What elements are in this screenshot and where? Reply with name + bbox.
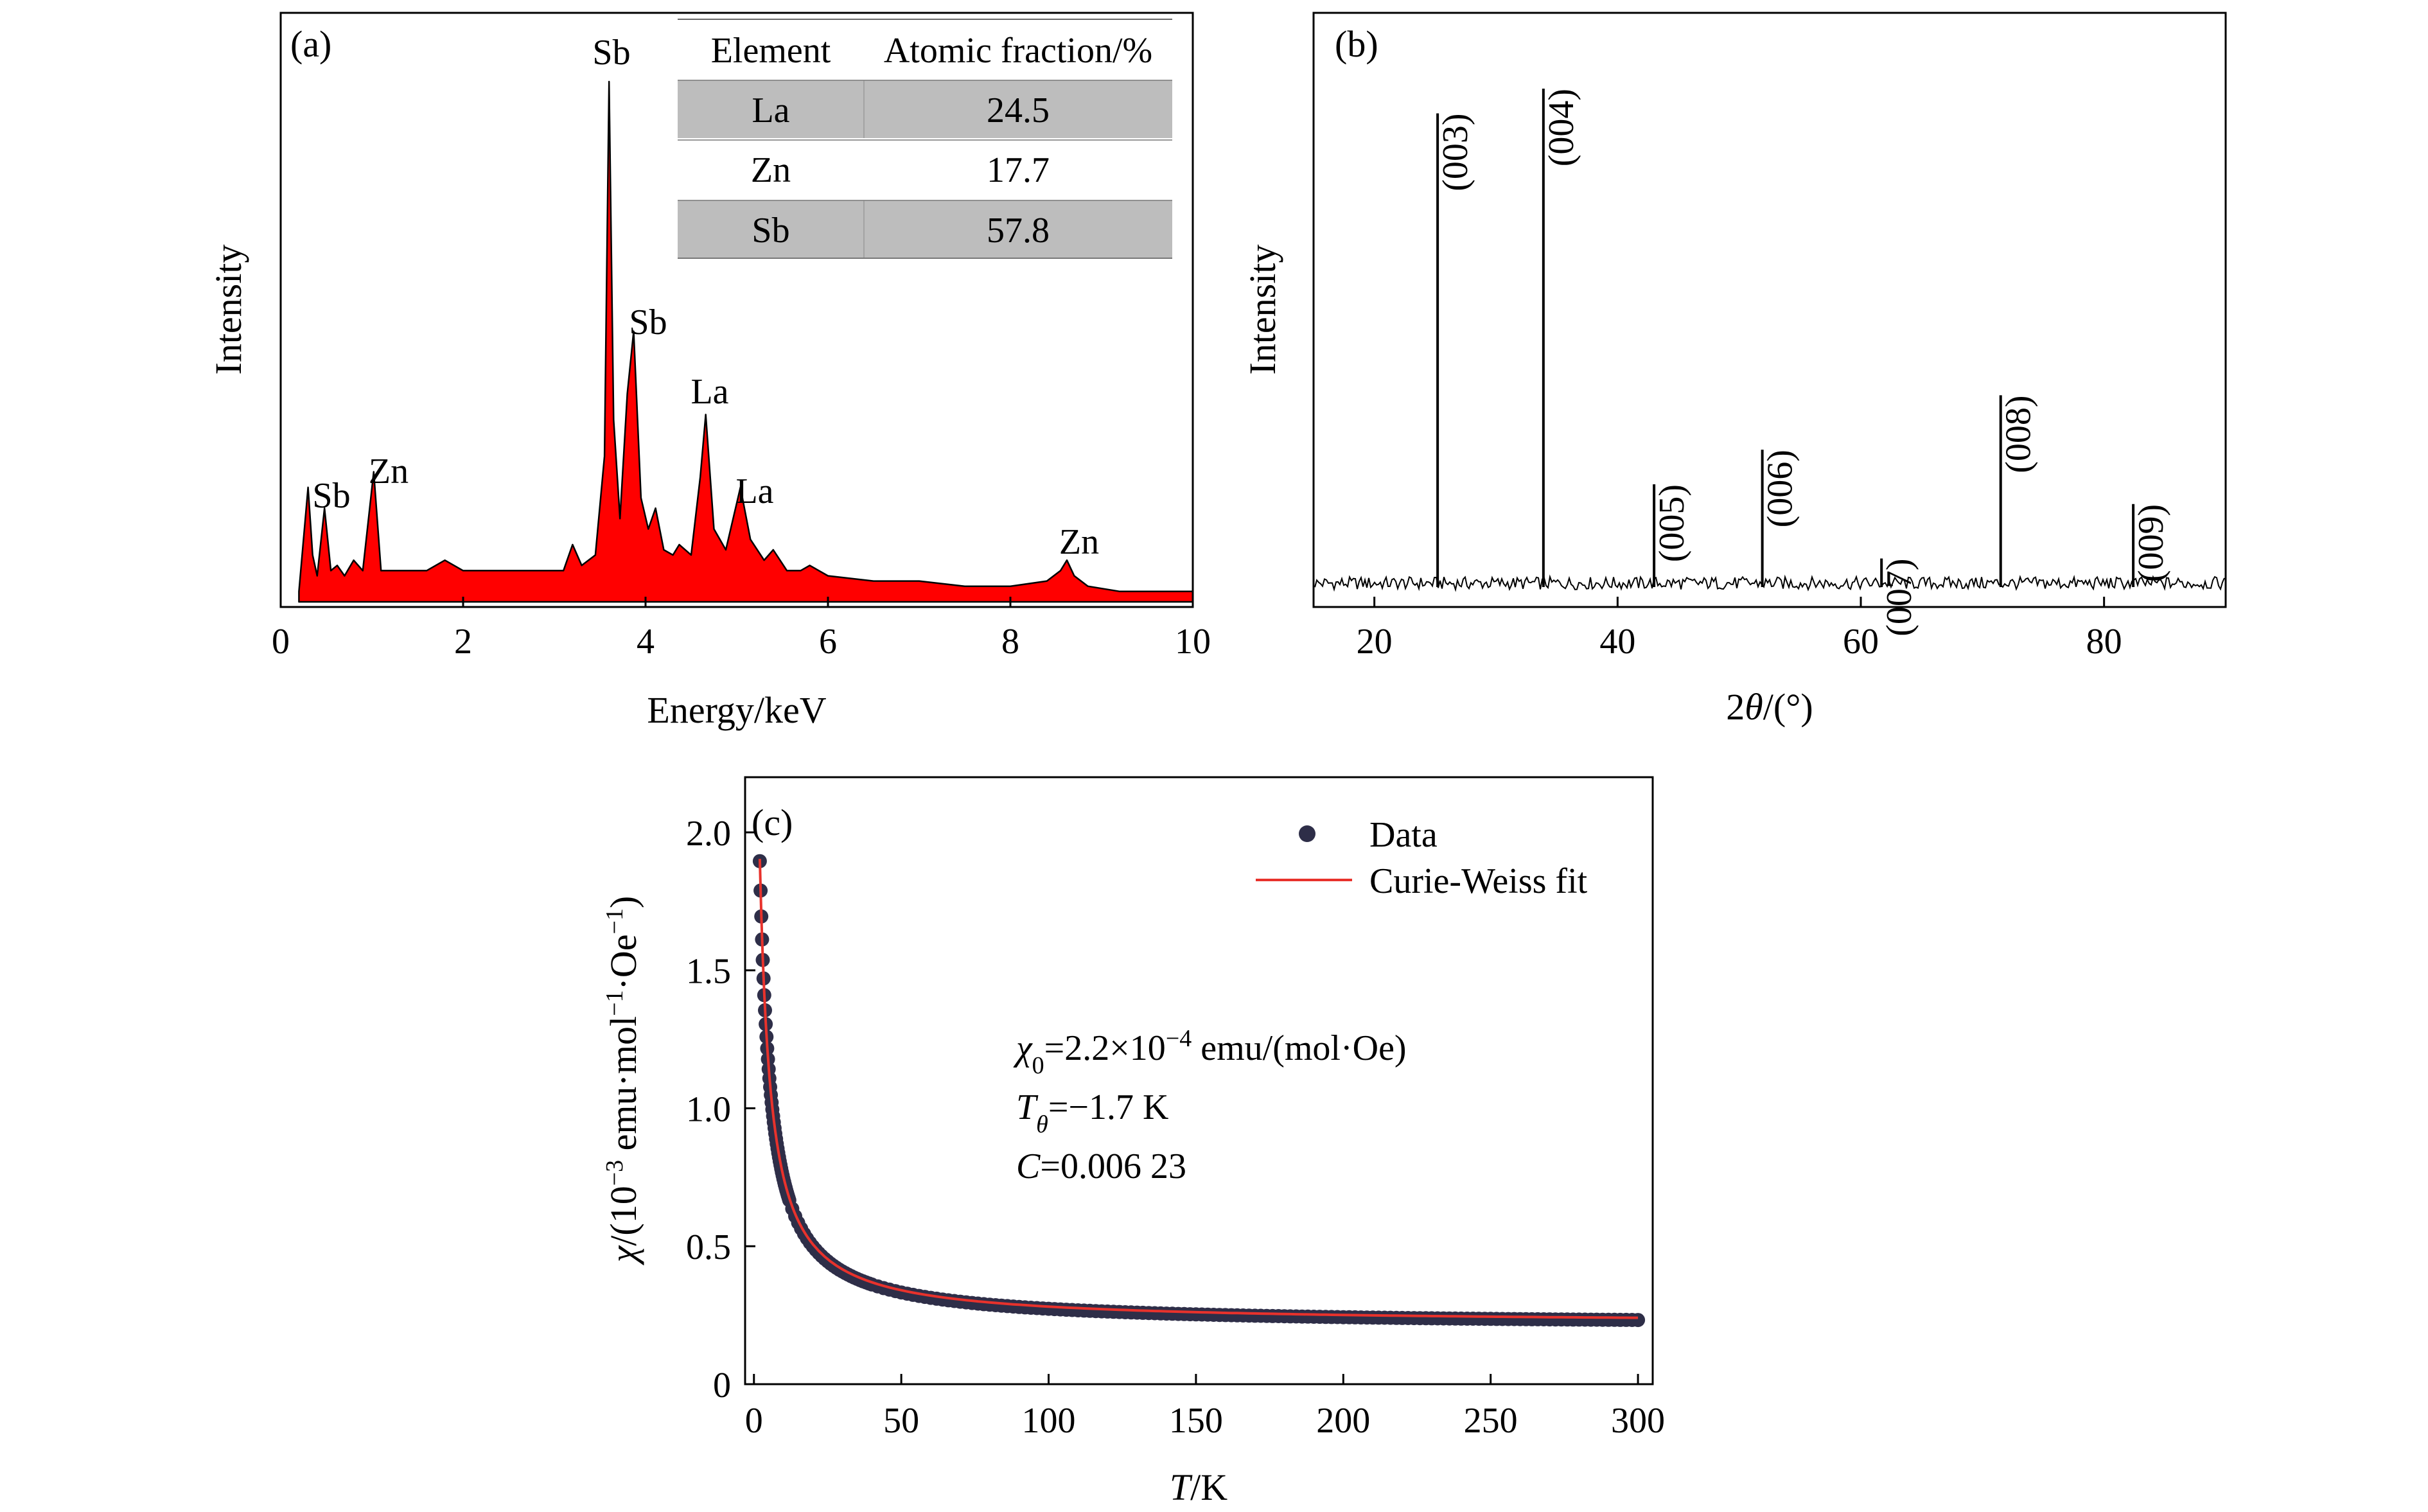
y-axis-title-part: emu·mol <box>603 1016 644 1160</box>
x-tick-label: 40 <box>1599 622 1635 662</box>
curie-weiss-fit-line <box>758 859 1639 1319</box>
y-tick-label: 0.5 <box>686 1227 731 1267</box>
fit-parameter-annotation-part: C <box>1016 1147 1041 1186</box>
x-tick-label: 150 <box>1169 1401 1223 1441</box>
x-tick-label: 20 <box>1357 622 1393 662</box>
peak-label: La <box>735 471 773 511</box>
peak-label: Zn <box>369 452 409 491</box>
fit-parameter-annotation-part: =2.2×10 <box>1044 1028 1166 1068</box>
table-cell: La <box>752 91 789 130</box>
fit-parameter-annotation-part: =−1.7 K <box>1048 1087 1169 1127</box>
peak-label: Sb <box>592 33 630 73</box>
fit-parameter-annotation-part: emu/(mol·Oe) <box>1192 1028 1406 1068</box>
x-tick-label: 0 <box>272 622 290 662</box>
table-cell: 17.7 <box>987 150 1050 190</box>
plot-frame <box>1312 12 2227 608</box>
spectrum-area <box>298 80 1194 603</box>
y-axis-title: Intensity <box>207 245 249 375</box>
x-axis-title-part: /(°) <box>1763 686 1813 728</box>
y-axis-title-part: ·Oe <box>603 935 644 990</box>
fit-parameter-annotation-part: T <box>1016 1087 1039 1127</box>
plot-frame <box>279 12 1194 608</box>
x-axis-title-part: T <box>1170 1466 1193 1508</box>
peak-label: (005) <box>1652 484 1692 562</box>
x-tick-label: 4 <box>637 622 655 662</box>
x-tick-label: 2 <box>454 622 472 662</box>
legend-data-marker <box>1299 825 1315 842</box>
peak-label: (007) <box>1879 559 1919 637</box>
table-cell: Zn <box>751 150 791 190</box>
plot-frame <box>744 776 1654 1385</box>
peak-label: La <box>691 372 728 412</box>
fit-parameter-annotation-part: θ <box>1036 1111 1048 1138</box>
y-tick-label: 0 <box>713 1366 731 1405</box>
peak-label: (009) <box>2131 504 2171 582</box>
x-axis-title: T/K <box>1170 1466 1227 1508</box>
table-cell: 57.8 <box>987 211 1050 251</box>
y-axis-title-part: −1 <box>601 908 628 934</box>
y-tick-label: 1.0 <box>686 1089 731 1129</box>
x-tick-label: 6 <box>819 622 837 662</box>
fit-parameter-annotation-part: =0.006 23 <box>1040 1147 1186 1186</box>
x-tick-label: 60 <box>1843 622 1879 662</box>
peak-label: Sb <box>312 476 350 516</box>
fit-parameter-annotation-part: 0 <box>1032 1052 1044 1079</box>
fit-parameter-annotation-part: χ <box>1013 1028 1033 1068</box>
x-axis-title-part: 2 <box>1726 686 1745 728</box>
peak-label: (003) <box>1436 114 1475 191</box>
x-axis-title: Energy/keV <box>647 689 826 731</box>
fit-parameter-annotation: χ0=2.2×10−4 emu/(mol·Oe) <box>1013 1025 1407 1079</box>
y-axis-title-part: −3 <box>601 1160 628 1186</box>
peak-label: Sb <box>629 303 667 342</box>
x-tick-label: 300 <box>1611 1401 1665 1441</box>
peak-label: (006) <box>1761 450 1800 527</box>
x-axis-title: 2θ/(°) <box>1726 686 1813 728</box>
table-row-shade <box>678 200 1172 258</box>
x-axis-title-part: /K <box>1190 1466 1227 1508</box>
table-row-shade <box>678 80 1172 138</box>
fit-parameter-annotation: Tθ=−1.7 K <box>1016 1087 1168 1138</box>
panel-b-xrd-pattern: (003) (004) (005) (006) (007) (008) (009) 20 40 6… <box>1242 12 2227 728</box>
panel-label: (c) <box>752 802 793 843</box>
table-cell: 24.5 <box>987 91 1050 130</box>
x-tick-label: 10 <box>1175 622 1211 662</box>
y-axis-title: Intensity <box>1242 245 1283 375</box>
table-header: Element <box>711 31 831 71</box>
y-tick-label: 2.0 <box>686 814 731 854</box>
x-tick-label: 8 <box>1001 622 1019 662</box>
legend-data-label: Data <box>1369 815 1438 855</box>
panel-a-energy-spectrum: 0 2 4 6 8 10 Energy/keV Intensity (a) Sb Sb La La Sb Z… <box>207 12 1211 731</box>
peak-label: Zn <box>1059 522 1099 562</box>
legend-fit-label: Curie-Weiss fit <box>1369 861 1588 901</box>
y-axis-title-part: −1 <box>601 990 628 1015</box>
data-point <box>1631 1313 1646 1328</box>
y-axis-title-part: /(10 <box>603 1186 644 1245</box>
peak-label: (004) <box>1542 89 1581 166</box>
panel-c-susceptibility: 0 50 100 150 200 250 30000.51.01.52.0T/Kχ/(10−… <box>601 776 1665 1508</box>
x-tick-label: 200 <box>1316 1401 1370 1441</box>
xrd-baseline <box>1314 574 2225 592</box>
x-tick-label: 50 <box>883 1401 919 1441</box>
x-tick-label: 0 <box>745 1401 763 1441</box>
y-axis-title-part: ) <box>603 896 644 908</box>
x-tick-label: 250 <box>1464 1401 1518 1441</box>
y-axis-title: χ/(10−3 emu·mol−1·Oe−1) <box>601 896 644 1265</box>
x-axis-title-part: θ <box>1745 686 1763 728</box>
x-tick-label: 100 <box>1022 1401 1076 1441</box>
table-cell: Sb <box>752 211 789 251</box>
fit-parameter-annotation: C=0.006 23 <box>1016 1147 1186 1186</box>
peak-label: (008) <box>1999 395 2039 473</box>
panel-label: (a) <box>290 23 331 65</box>
table-header: Atomic fraction/% <box>884 31 1152 71</box>
y-tick-label: 1.5 <box>686 952 731 992</box>
x-tick-label: 80 <box>2086 622 2122 662</box>
y-axis-title-part: χ <box>603 1245 644 1265</box>
panel-label: (b) <box>1335 23 1378 65</box>
fit-parameter-annotation-part: −4 <box>1166 1025 1192 1052</box>
